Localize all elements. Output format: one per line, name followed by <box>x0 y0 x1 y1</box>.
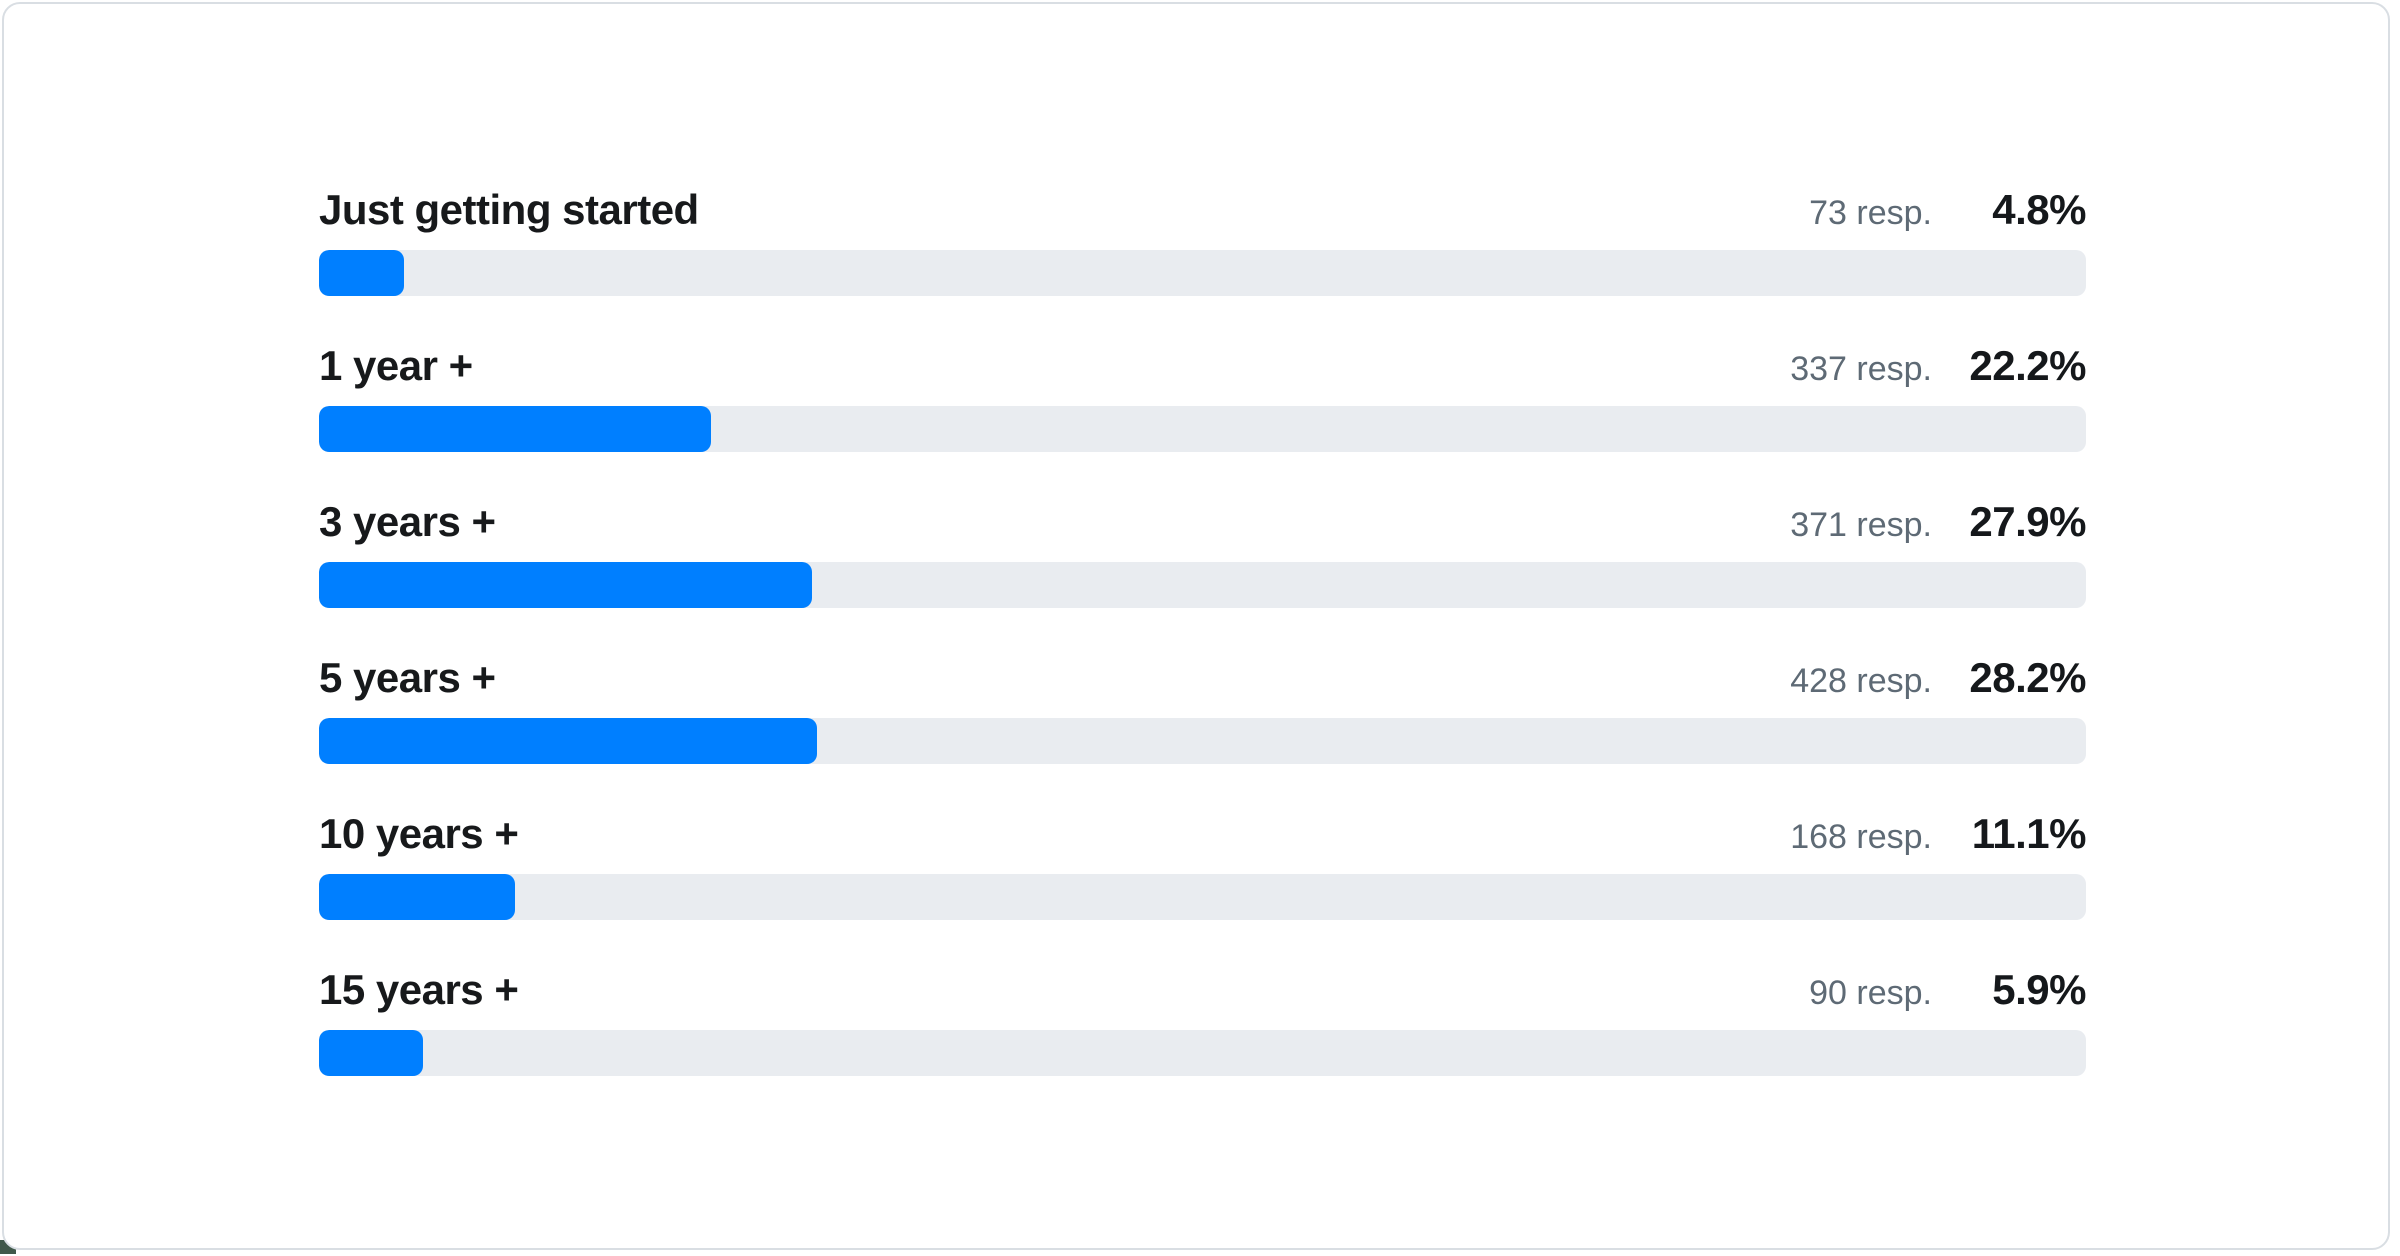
percentage-value: 11.1% <box>1971 810 2087 857</box>
response-count: 337 resp. <box>1790 350 1932 388</box>
chart-row: 1 year + 337 resp. 22.2% <box>319 340 2087 452</box>
percentage-value: 5.9% <box>1992 966 2086 1013</box>
bar-fill <box>319 562 812 608</box>
bar-fill <box>319 874 516 920</box>
row-values: 371 resp. 27.9% <box>1790 498 2086 546</box>
response-count: 428 resp. <box>1790 662 1932 700</box>
row-header: 1 year + 337 resp. 22.2% <box>319 340 2087 392</box>
bar-track <box>319 250 2086 296</box>
response-count: 73 resp. <box>1809 194 1932 232</box>
survey-bar-chart: Just getting started 73 resp. 4.8% 1 yea… <box>319 184 2087 1120</box>
row-header: 3 years + 371 resp. 27.9% <box>319 496 2087 548</box>
bar-track <box>319 406 2086 452</box>
row-values: 90 resp. 5.9% <box>1809 966 2086 1014</box>
response-count: 90 resp. <box>1809 974 1932 1012</box>
chart-row: 10 years + 168 resp. 11.1% <box>319 808 2087 920</box>
percentage-value: 4.8% <box>1992 186 2086 233</box>
bar-fill <box>319 250 404 296</box>
response-count: 168 resp. <box>1790 818 1932 856</box>
chart-row: 3 years + 371 resp. 27.9% <box>319 496 2087 608</box>
bar-track <box>319 562 2086 608</box>
bar-track <box>319 718 2086 764</box>
row-values: 428 resp. 28.2% <box>1790 654 2086 702</box>
row-header: 15 years + 90 resp. 5.9% <box>319 964 2087 1016</box>
chart-row: Just getting started 73 resp. 4.8% <box>319 184 2087 296</box>
answer-label: 5 years + <box>319 654 496 701</box>
row-header: 5 years + 428 resp. 28.2% <box>319 652 2087 704</box>
answer-label: 1 year + <box>319 342 473 389</box>
row-values: 337 resp. 22.2% <box>1790 342 2086 390</box>
answer-label: 10 years + <box>319 810 519 857</box>
row-values: 73 resp. 4.8% <box>1809 186 2086 234</box>
row-header: 10 years + 168 resp. 11.1% <box>319 808 2087 860</box>
answer-label: Just getting started <box>319 186 699 233</box>
answer-label: 3 years + <box>319 498 496 545</box>
answer-label: 15 years + <box>319 966 519 1013</box>
row-values: 168 resp. 11.1% <box>1790 810 2086 858</box>
row-header: Just getting started 73 resp. 4.8% <box>319 184 2087 236</box>
response-count: 371 resp. <box>1790 506 1932 544</box>
percentage-value: 28.2% <box>1969 654 2086 701</box>
bar-fill <box>319 718 818 764</box>
bar-fill <box>319 1030 424 1076</box>
chart-row: 5 years + 428 resp. 28.2% <box>319 652 2087 764</box>
bar-track <box>319 874 2086 920</box>
percentage-value: 27.9% <box>1969 498 2086 545</box>
chart-row: 15 years + 90 resp. 5.9% <box>319 964 2087 1076</box>
percentage-value: 22.2% <box>1969 342 2086 389</box>
bar-fill <box>319 406 712 452</box>
bar-track <box>319 1030 2086 1076</box>
